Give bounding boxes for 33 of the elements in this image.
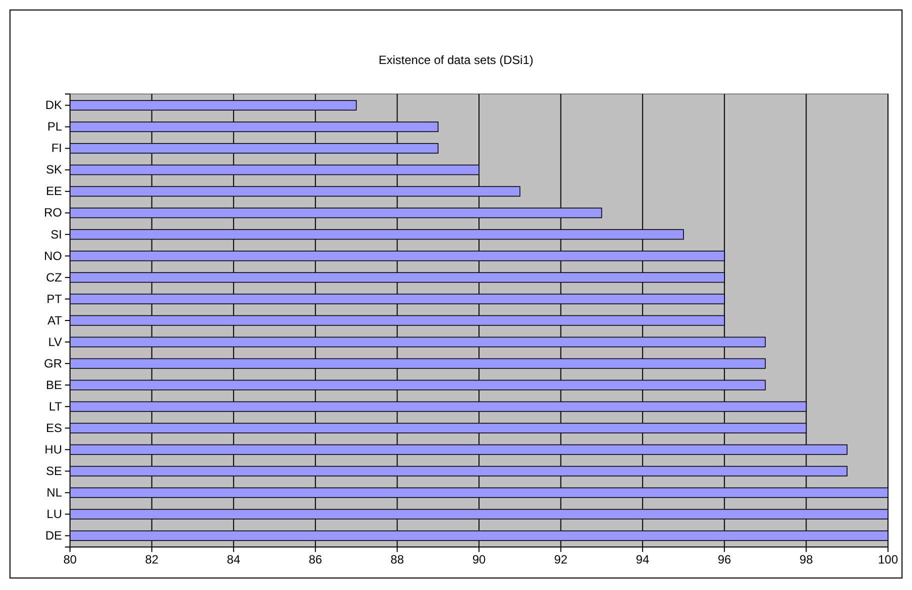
- y-tick-label: DK: [45, 98, 62, 112]
- y-tick-label: LT: [48, 399, 63, 414]
- y-tick-label: GR: [44, 356, 62, 370]
- x-tick-label: 88: [390, 552, 404, 567]
- y-tick-label: ES: [46, 420, 62, 435]
- y-tick-label: HU: [44, 442, 62, 456]
- x-tick-label: 86: [308, 552, 322, 567]
- x-tick-label: 94: [636, 552, 650, 567]
- x-tick-label: 100: [878, 552, 898, 567]
- y-tick-label: RO: [44, 206, 62, 220]
- y-tick-label: AT: [48, 313, 63, 328]
- y-tick-label: SI: [50, 227, 62, 242]
- y-tick-label: EE: [46, 184, 62, 198]
- y-tick-label: SE: [46, 464, 62, 478]
- y-tick-label: BE: [46, 378, 62, 392]
- x-tick-label: 92: [554, 552, 568, 567]
- y-tick-label: FI: [51, 141, 62, 156]
- y-tick-label: LU: [46, 507, 62, 522]
- y-tick-label: PL: [47, 120, 62, 134]
- x-tick-label: 96: [718, 552, 732, 567]
- y-tick-label: DE: [45, 528, 62, 543]
- x-tick-label: 80: [63, 552, 77, 567]
- x-tick-label: 98: [800, 552, 814, 567]
- y-tick-label: NO: [44, 248, 62, 263]
- y-tick-label: SK: [46, 162, 62, 177]
- y-tick-label: NL: [46, 486, 62, 500]
- x-tick-label: 84: [226, 552, 241, 567]
- y-tick-label: CZ: [46, 270, 62, 284]
- x-tick-label: 82: [145, 552, 159, 567]
- y-tick-label: LV: [48, 334, 62, 349]
- y-tick-label: PT: [46, 292, 63, 306]
- x-tick-label: 90: [472, 552, 486, 567]
- chart-title: Existence of data sets (DSi1): [378, 53, 534, 67]
